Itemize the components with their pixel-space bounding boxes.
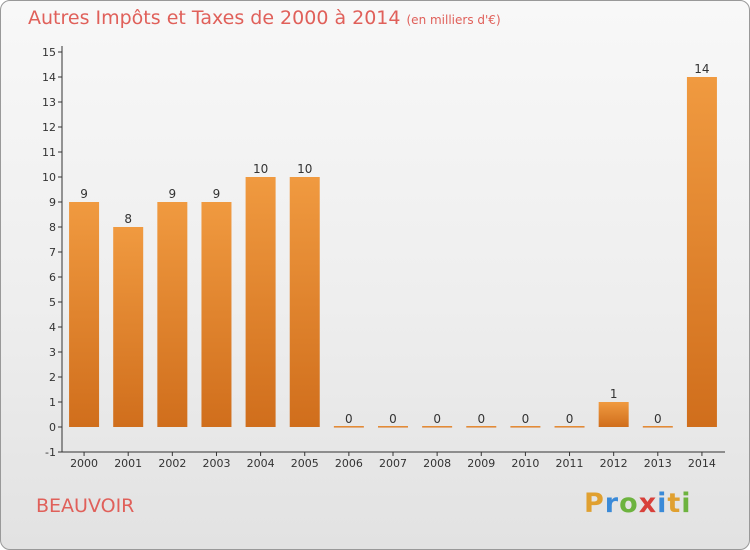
x-tick-label-2008: 2008 [423, 457, 451, 470]
bar-2010 [510, 426, 541, 428]
data-label-2012: 1 [610, 387, 618, 401]
y-tick-label: 1 [49, 396, 56, 409]
data-label-2009: 0 [477, 412, 485, 426]
y-tick-label: 2 [49, 371, 56, 384]
y-tick-label: 8 [49, 221, 56, 234]
x-tick-label-2013: 2013 [644, 457, 672, 470]
data-label-2006: 0 [345, 412, 353, 426]
data-label-2002: 9 [169, 187, 177, 201]
y-tick-label: 11 [42, 146, 56, 159]
y-tick-label: 7 [49, 246, 56, 259]
x-tick-label-2003: 2003 [202, 457, 230, 470]
bar-2001 [113, 227, 144, 427]
bar-2005 [289, 177, 320, 427]
x-tick-label-2005: 2005 [291, 457, 319, 470]
y-tick-label: 5 [49, 296, 56, 309]
bar-2014 [686, 77, 717, 427]
logo-letter: x [638, 488, 658, 519]
bar-2011 [554, 426, 585, 428]
x-tick-label-2009: 2009 [467, 457, 495, 470]
x-tick-label-2001: 2001 [114, 457, 142, 470]
bar-2004 [245, 177, 276, 427]
data-label-2007: 0 [389, 412, 397, 426]
x-tick-label-2014: 2014 [688, 457, 716, 470]
x-tick-label-2004: 2004 [247, 457, 275, 470]
y-tick-label: 4 [49, 321, 56, 334]
bar-2012 [598, 402, 629, 427]
commune-name: BEAUVOIR [36, 495, 135, 517]
y-tick-label: 9 [49, 196, 56, 209]
logo-letter: i [681, 488, 692, 519]
data-label-2013: 0 [654, 412, 662, 426]
bar-2006 [333, 426, 364, 428]
bar-2000 [69, 202, 100, 427]
x-tick-label-2002: 2002 [158, 457, 186, 470]
x-tick-label-2011: 2011 [556, 457, 584, 470]
y-tick-label: 15 [42, 46, 56, 59]
chart-title-text: Autres Impôts et Taxes de 2000 à 2014 [28, 7, 401, 29]
x-tick-label-2000: 2000 [70, 457, 98, 470]
data-label-2001: 8 [124, 212, 132, 226]
data-label-2011: 0 [566, 412, 574, 426]
data-label-2000: 9 [80, 187, 88, 201]
y-tick-label: 0 [49, 421, 56, 434]
y-tick-label: 13 [42, 96, 56, 109]
y-tick-label: 12 [42, 121, 56, 134]
bar-2008 [422, 426, 453, 428]
x-tick-label-2012: 2012 [600, 457, 628, 470]
y-tick-label: 10 [42, 171, 56, 184]
data-label-2014: 14 [694, 62, 709, 76]
logo-letter: i [657, 488, 668, 519]
chart-subtitle: (en milliers d'€) [406, 13, 501, 27]
bar-2002 [157, 202, 188, 427]
logo-letter: o [619, 488, 639, 519]
data-label-2010: 0 [522, 412, 530, 426]
y-tick-label: -1 [45, 446, 56, 459]
data-label-2003: 9 [213, 187, 221, 201]
data-label-2008: 0 [433, 412, 441, 426]
x-tick-label-2007: 2007 [379, 457, 407, 470]
y-tick-label: 3 [49, 346, 56, 359]
logo-letter: t [667, 488, 682, 519]
data-label-2005: 10 [297, 162, 312, 176]
bar-2013 [642, 426, 673, 428]
bar-2003 [201, 202, 232, 427]
y-tick-label: 14 [42, 71, 56, 84]
logo-letter: r [604, 488, 620, 519]
y-tick-label: 6 [49, 271, 56, 284]
x-tick-label-2010: 2010 [511, 457, 539, 470]
chart-title: Autres Impôts et Taxes de 2000 à 2014 (en… [28, 7, 501, 29]
data-label-2004: 10 [253, 162, 268, 176]
proxiti-logo: Proxiti [584, 488, 692, 519]
logo-letter: P [584, 488, 605, 519]
x-tick-label-2006: 2006 [335, 457, 363, 470]
bar-2009 [466, 426, 497, 428]
bar-2007 [378, 426, 408, 428]
